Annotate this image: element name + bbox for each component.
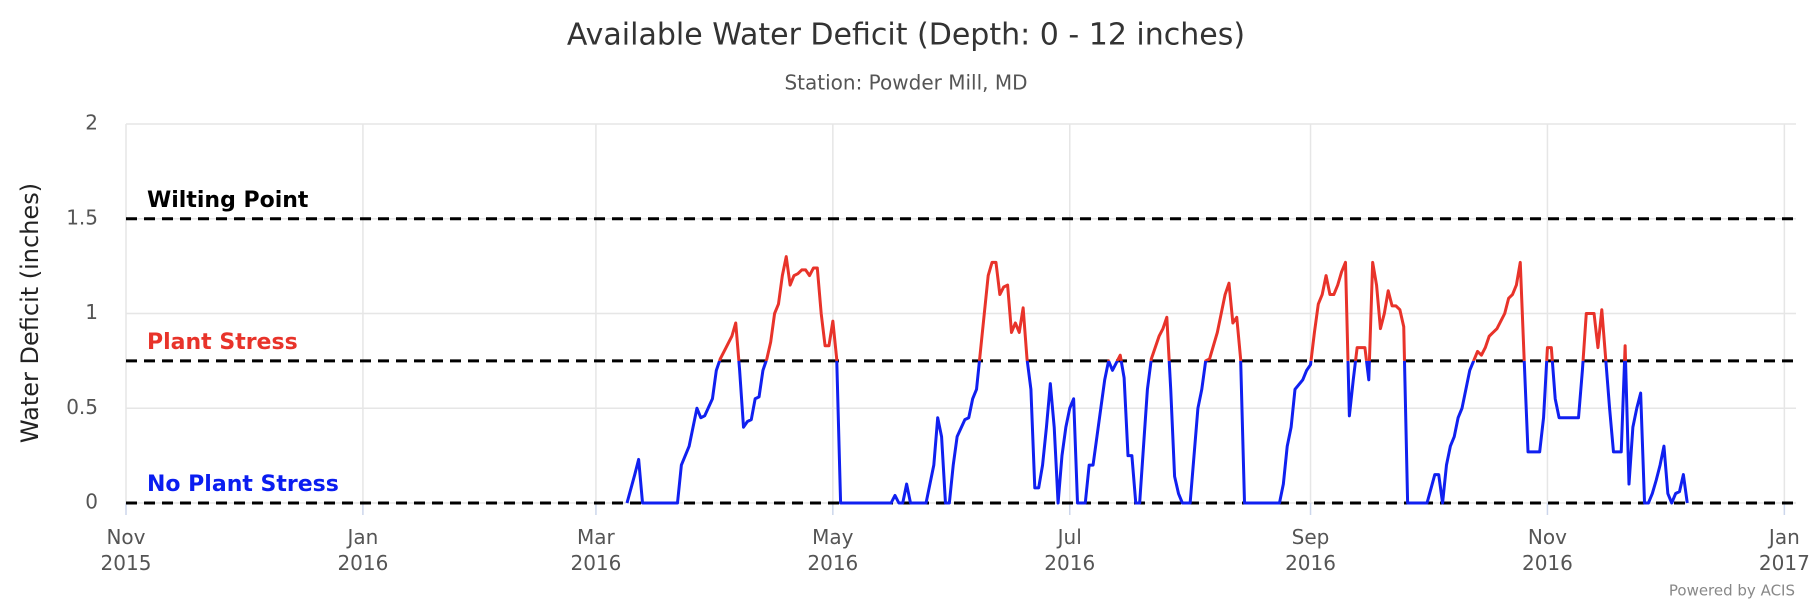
chart-title: Available Water Deficit (Depth: 0 - 12 i… <box>567 18 1245 53</box>
x-tick-label: Nov 2016 <box>1521 525 1573 575</box>
y-tick-label: 1.5 <box>66 205 98 229</box>
x-tick-label: Mar 2016 <box>570 525 622 575</box>
threshold-label: Wilting Point <box>147 188 309 213</box>
threshold-label: Plant Stress <box>147 330 298 355</box>
x-tick-label: Jan 2016 <box>337 525 389 575</box>
y-tick-label: 1 <box>85 300 98 324</box>
y-tick-label: 0 <box>85 490 98 514</box>
y-tick-label: 2 <box>85 111 98 135</box>
x-tick-label: Jul 2016 <box>1044 525 1096 575</box>
x-tick-label: Nov 2015 <box>100 525 152 575</box>
y-axis-title: Water Deficit (inches) <box>16 183 44 443</box>
data-line-stress <box>717 255 1628 361</box>
threshold-label: No Plant Stress <box>147 472 339 497</box>
chart-subtitle: Station: Powder Mill, MD <box>784 71 1027 95</box>
x-tick-label: Jan 2017 <box>1758 525 1810 575</box>
y-tick-label: 0.5 <box>66 395 98 419</box>
credit: Powered by ACIS <box>1669 582 1795 600</box>
x-tick-label: May 2016 <box>807 525 859 575</box>
data-line <box>625 360 1689 505</box>
x-tick-label: Sep 2016 <box>1285 525 1336 575</box>
